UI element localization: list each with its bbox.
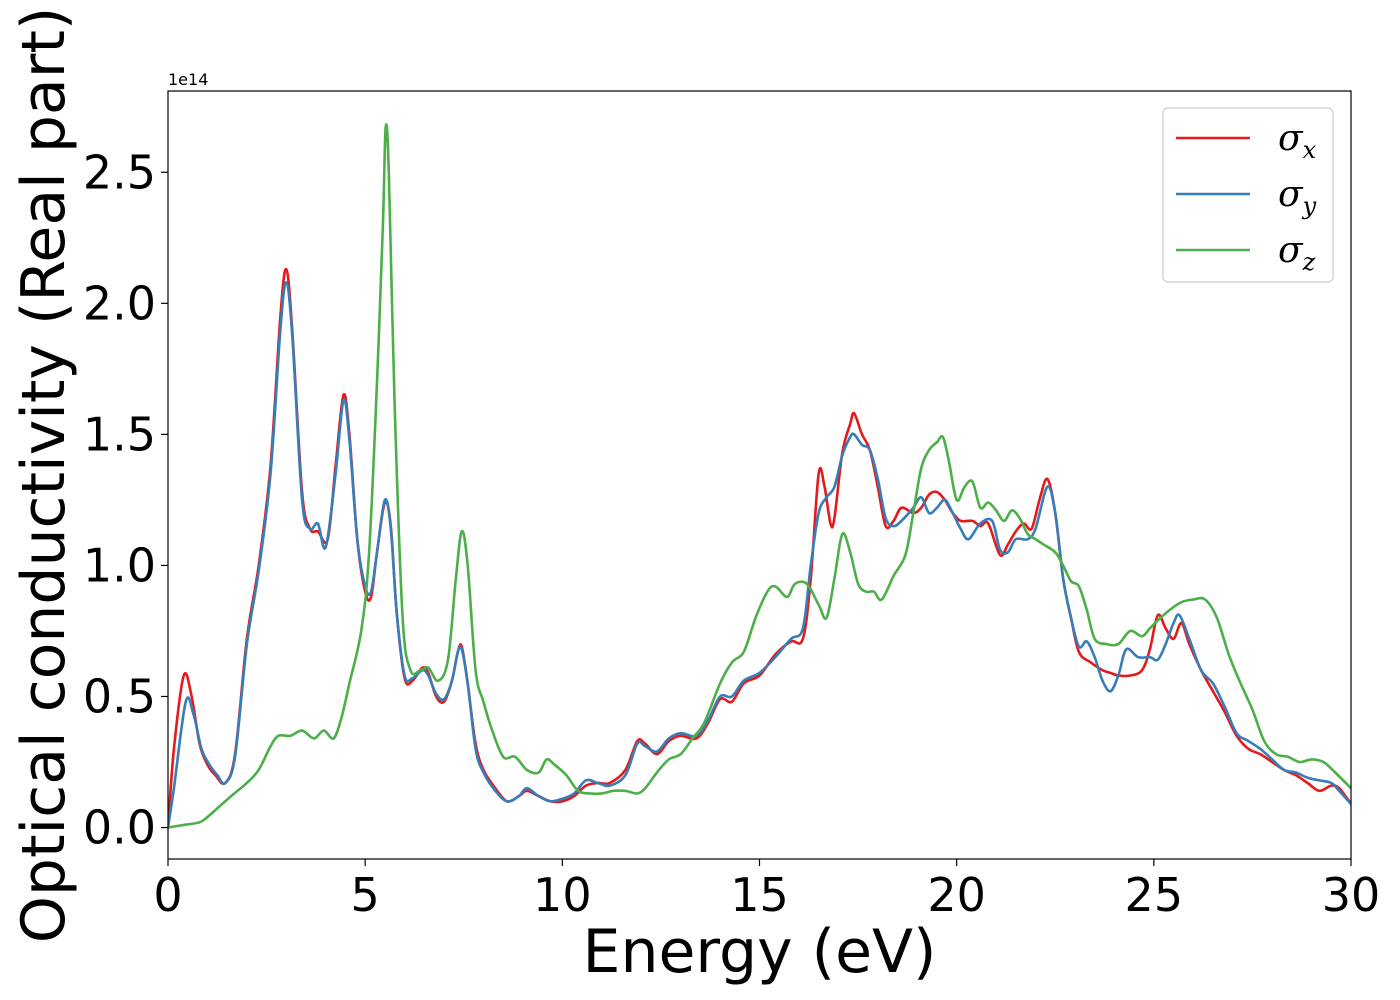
legend-subscript: x bbox=[1303, 136, 1317, 164]
legend-label-sigma-y: σy bbox=[1278, 174, 1317, 220]
legend-symbol: σ bbox=[1278, 118, 1304, 159]
x-tick-label: 5 bbox=[351, 868, 380, 922]
x-axis-ticks: 0 5 10 15 20 25 30 bbox=[153, 859, 1380, 922]
legend-symbol: σ bbox=[1278, 174, 1304, 215]
x-tick-label: 0 bbox=[153, 868, 182, 922]
legend-symbol: σ bbox=[1278, 230, 1304, 271]
series-line-sigma-z bbox=[168, 123, 1351, 829]
y-tick-label: 2.5 bbox=[83, 145, 156, 199]
y-tick-label: 2.0 bbox=[83, 276, 156, 330]
y-tick-label: 1.0 bbox=[83, 538, 156, 592]
x-axis-title: Energy (eV) bbox=[583, 917, 937, 987]
y-axis-ticks: 0.0 0.5 1.0 1.5 2.0 2.5 bbox=[83, 145, 168, 855]
y-axis-title: Optical conductivity (Real part) bbox=[9, 7, 79, 944]
legend-label-sigma-z: σz bbox=[1278, 230, 1316, 276]
y-tick-label: 0.5 bbox=[83, 669, 156, 723]
y-offset-text: 1e14 bbox=[168, 70, 208, 89]
x-tick-label: 10 bbox=[533, 868, 592, 922]
x-tick-label: 25 bbox=[1125, 868, 1184, 922]
x-tick-label: 20 bbox=[927, 868, 986, 922]
series-line-sigma-y bbox=[168, 281, 1351, 829]
series-layer bbox=[168, 123, 1351, 829]
y-tick-label: 1.5 bbox=[83, 407, 156, 461]
y-tick-label: 0.0 bbox=[83, 801, 156, 855]
x-tick-label: 15 bbox=[730, 868, 789, 922]
x-tick-label: 30 bbox=[1322, 868, 1381, 922]
legend-subscript: z bbox=[1302, 248, 1316, 276]
legend-subscript: y bbox=[1302, 192, 1317, 220]
legend-label-sigma-x: σx bbox=[1278, 118, 1317, 164]
plot-area bbox=[168, 91, 1351, 859]
